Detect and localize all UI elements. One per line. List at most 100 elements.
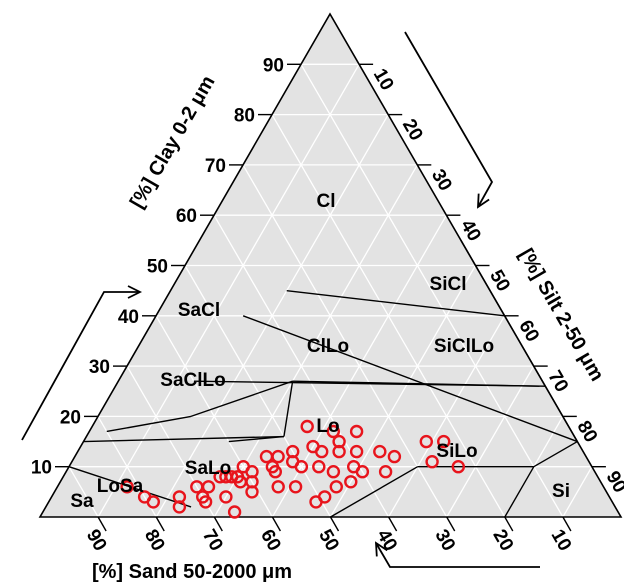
data-point — [326, 465, 341, 479]
sand-tick — [504, 516, 514, 532]
clay-tick-label: 50 — [147, 257, 168, 278]
class-label-si: Si — [552, 481, 570, 502]
class-label-losa: LoSa — [97, 476, 144, 497]
sand-tick — [271, 516, 282, 532]
data-point — [245, 485, 259, 499]
data-point — [268, 465, 282, 479]
sand-tick — [562, 516, 572, 532]
grid-line — [300, 63, 564, 518]
data-point — [347, 460, 361, 474]
data-point — [373, 444, 387, 459]
data-point — [387, 449, 402, 464]
class-boundary — [292, 380, 540, 387]
grid-line — [155, 315, 273, 518]
class-label-cl: Cl — [317, 191, 336, 212]
class-label-sicl: SiCl — [430, 274, 467, 295]
class-label-salo: SaLo — [185, 458, 231, 479]
data-point — [172, 490, 187, 504]
clay-tick-label: 80 — [234, 106, 255, 127]
data-point — [271, 480, 285, 494]
clay-tick-label: 30 — [89, 357, 110, 378]
data-point — [315, 444, 329, 459]
class-boundary — [283, 381, 294, 437]
class-boundary — [106, 415, 192, 433]
data-point — [227, 505, 242, 519]
data-point — [437, 434, 451, 449]
sand-tick — [97, 516, 107, 532]
grid-line — [213, 164, 418, 518]
sand-tick — [329, 516, 340, 532]
class-label-lo: Lo — [316, 416, 339, 437]
data-point — [309, 495, 323, 509]
class-label-sacl: SaCl — [178, 300, 220, 321]
clay-tick-label: 20 — [60, 407, 81, 428]
data-point — [288, 480, 303, 494]
clay-tick-label: 90 — [263, 55, 284, 76]
sand-tick — [213, 516, 223, 532]
data-point — [236, 460, 251, 474]
class-label-sacllo: SaClLo — [160, 370, 225, 391]
grid-line — [97, 63, 360, 518]
grid-lines — [68, 63, 593, 518]
axis-arrows — [21, 31, 540, 568]
data-point — [349, 444, 364, 459]
data-point — [259, 449, 274, 464]
data-points — [120, 419, 465, 519]
data-point — [329, 480, 343, 494]
grid-line — [388, 315, 506, 518]
data-point — [451, 460, 465, 474]
class-boundary — [83, 435, 284, 443]
data-point — [349, 424, 364, 439]
data-point — [219, 470, 233, 484]
grid-line — [562, 466, 593, 518]
data-point — [137, 490, 152, 504]
clay-tick-label: 60 — [176, 206, 197, 227]
clay-tick-label: 40 — [118, 307, 139, 328]
class-boundary — [286, 289, 505, 317]
grid-line — [242, 164, 448, 518]
clay-direction-arrow — [21, 291, 140, 441]
data-point — [190, 480, 204, 494]
class-boundary — [504, 466, 535, 518]
data-point — [213, 470, 227, 484]
clay-tick-label: 70 — [205, 156, 226, 177]
clay-axis-title: [%] Clay 0-2 μm — [126, 72, 220, 212]
grid-line — [446, 365, 535, 518]
data-point — [425, 455, 439, 469]
grid-line — [329, 265, 477, 518]
clay-direction-arrow-head — [127, 285, 143, 299]
data-point — [344, 475, 358, 489]
data-point — [419, 434, 433, 449]
sand-tick — [155, 516, 165, 532]
class-label-cllo: ClLo — [307, 336, 349, 357]
grid-line — [97, 416, 157, 518]
class-boundary — [533, 440, 578, 468]
data-point — [332, 444, 346, 459]
data-point — [120, 480, 134, 494]
class-boundary — [68, 466, 192, 508]
class-boundary — [190, 380, 293, 418]
data-point — [312, 460, 326, 474]
sand-tick — [446, 516, 456, 532]
class-labels: Cl SiCl SaCl ClLo SiClLo SaClLo Lo SiLo … — [70, 191, 570, 512]
silt-direction-arrow — [404, 31, 494, 208]
sand-axis-title: [%] Sand 50-2000 μm — [92, 561, 292, 583]
grid-line — [184, 265, 332, 518]
sand-tick — [387, 516, 398, 532]
sand-direction-arrow-head — [374, 541, 388, 557]
class-label-sa: Sa — [70, 491, 94, 512]
data-point — [378, 465, 393, 479]
data-point — [300, 419, 314, 434]
class-label-sicllo: SiClLo — [434, 336, 494, 357]
data-point — [219, 490, 233, 504]
class-boundary — [330, 466, 418, 518]
clay-tick-label: 10 — [31, 458, 52, 479]
sand-direction-arrow — [375, 542, 540, 568]
grid-line — [68, 466, 99, 518]
class-boundary — [242, 315, 578, 443]
data-point — [294, 460, 309, 474]
class-label-silo: SiLo — [436, 441, 477, 462]
data-point — [198, 495, 213, 509]
data-point — [326, 424, 340, 439]
